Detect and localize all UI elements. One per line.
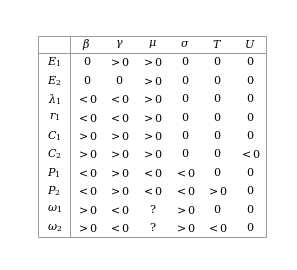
- Text: $< 0$: $< 0$: [108, 93, 130, 105]
- Text: $< 0$: $< 0$: [173, 185, 195, 197]
- Text: 0: 0: [214, 94, 221, 104]
- Text: $< 0$: $< 0$: [76, 167, 97, 179]
- Text: $E_2$: $E_2$: [47, 74, 61, 88]
- Text: $> 0$: $> 0$: [206, 185, 228, 197]
- Text: $C_1$: $C_1$: [47, 129, 61, 143]
- Text: $< 0$: $< 0$: [76, 185, 97, 197]
- Text: 0: 0: [246, 58, 253, 68]
- Text: $E_1$: $E_1$: [47, 56, 61, 69]
- Text: $P_1$: $P_1$: [48, 166, 61, 180]
- Text: $\lambda_1$: $\lambda_1$: [48, 92, 61, 107]
- Text: $< 0$: $< 0$: [108, 222, 130, 234]
- Text: $> 0$: $> 0$: [173, 222, 195, 234]
- Text: 0: 0: [246, 205, 253, 215]
- Text: $> 0$: $> 0$: [108, 185, 130, 197]
- Text: 0: 0: [214, 76, 221, 86]
- Text: $> 0$: $> 0$: [108, 56, 130, 68]
- Text: $> 0$: $> 0$: [141, 93, 163, 105]
- Text: 0: 0: [246, 76, 253, 86]
- Text: $> 0$: $> 0$: [141, 130, 163, 142]
- Text: 0: 0: [116, 76, 123, 86]
- Text: 0: 0: [181, 113, 188, 123]
- Text: 0: 0: [83, 58, 90, 68]
- Text: $\omega_2$: $\omega_2$: [47, 222, 62, 234]
- Text: 0: 0: [246, 131, 253, 141]
- Text: 0: 0: [181, 76, 188, 86]
- Text: $< 0$: $< 0$: [141, 185, 163, 197]
- Text: 0: 0: [246, 94, 253, 104]
- Text: 0: 0: [214, 149, 221, 159]
- Text: ?: ?: [149, 205, 155, 215]
- Text: $< 0$: $< 0$: [173, 167, 195, 179]
- Text: 0: 0: [181, 131, 188, 141]
- Text: 0: 0: [181, 58, 188, 68]
- Text: $< 0$: $< 0$: [206, 222, 228, 234]
- Text: $> 0$: $> 0$: [108, 130, 130, 142]
- Text: 0: 0: [181, 149, 188, 159]
- Text: $> 0$: $> 0$: [141, 75, 163, 87]
- Text: $< 0$: $< 0$: [108, 112, 130, 124]
- Text: $> 0$: $> 0$: [76, 148, 97, 160]
- Text: $\omega_1$: $\omega_1$: [47, 204, 62, 215]
- Text: $> 0$: $> 0$: [141, 112, 163, 124]
- Text: $\sigma$: $\sigma$: [180, 39, 189, 49]
- Text: $> 0$: $> 0$: [108, 148, 130, 160]
- Text: $> 0$: $> 0$: [141, 148, 163, 160]
- Text: 0: 0: [214, 168, 221, 178]
- Text: $< 0$: $< 0$: [76, 93, 97, 105]
- Text: $< 0$: $< 0$: [239, 148, 261, 160]
- Text: $< 0$: $< 0$: [108, 204, 130, 215]
- Text: $\beta$: $\beta$: [82, 37, 91, 52]
- Text: $C_2$: $C_2$: [47, 147, 61, 161]
- Text: $r_1$: $r_1$: [49, 112, 60, 123]
- Text: $< 0$: $< 0$: [76, 112, 97, 124]
- Text: $< 0$: $< 0$: [141, 167, 163, 179]
- Text: $U$: $U$: [244, 38, 256, 50]
- Text: $> 0$: $> 0$: [108, 167, 130, 179]
- Text: $\mu$: $\mu$: [148, 38, 156, 50]
- Text: $T$: $T$: [212, 38, 222, 50]
- Text: 0: 0: [214, 205, 221, 215]
- Text: $\gamma$: $\gamma$: [115, 38, 124, 50]
- Text: 0: 0: [214, 58, 221, 68]
- Text: 0: 0: [214, 131, 221, 141]
- Text: 0: 0: [246, 113, 253, 123]
- Text: $P_2$: $P_2$: [47, 184, 61, 198]
- Text: 0: 0: [246, 186, 253, 196]
- Text: $> 0$: $> 0$: [76, 222, 97, 234]
- Text: 0: 0: [246, 168, 253, 178]
- Text: 0: 0: [83, 76, 90, 86]
- Text: 0: 0: [181, 94, 188, 104]
- Text: $> 0$: $> 0$: [141, 56, 163, 68]
- Text: $> 0$: $> 0$: [76, 130, 97, 142]
- Text: $> 0$: $> 0$: [76, 204, 97, 215]
- Text: 0: 0: [246, 223, 253, 233]
- Text: ?: ?: [149, 223, 155, 233]
- Text: 0: 0: [214, 113, 221, 123]
- Text: $> 0$: $> 0$: [173, 204, 195, 215]
